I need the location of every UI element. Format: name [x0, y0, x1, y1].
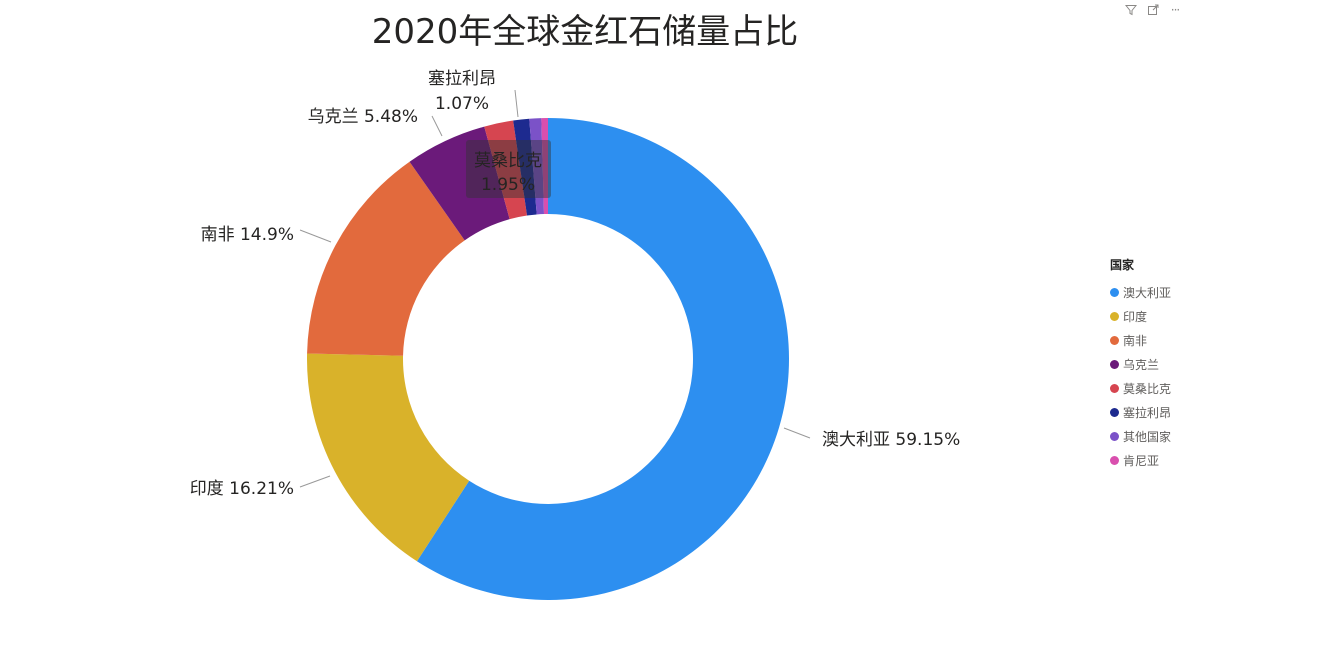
- data-label-category: 莫桑比克: [474, 151, 542, 171]
- legend-marker: [1110, 407, 1119, 417]
- legend-marker: [1110, 359, 1119, 369]
- legend-label: 印度: [1123, 309, 1148, 324]
- legend-item[interactable]: 塞拉利昂: [1110, 400, 1171, 424]
- chart-title: 2020年全球金红石储量占比: [371, 12, 799, 52]
- slice-4[interactable]: [409, 126, 510, 241]
- data-label: 印度 16.21%: [190, 479, 294, 499]
- legend-item[interactable]: 肯尼亚: [1110, 448, 1171, 472]
- leader-line: [514, 89, 519, 118]
- leader-line: [783, 427, 811, 439]
- visual-toolbar: ···: [1124, 3, 1182, 17]
- leader-line: [431, 115, 443, 137]
- slice-2[interactable]: [307, 353, 470, 562]
- legend-item[interactable]: 澳大利亚: [1110, 280, 1171, 304]
- slice-5[interactable]: [484, 120, 528, 220]
- legend-item[interactable]: 南非: [1110, 328, 1171, 352]
- legend-marker: [1110, 455, 1119, 465]
- legend-item[interactable]: 乌克兰: [1110, 352, 1171, 376]
- legend-item[interactable]: 印度: [1110, 304, 1171, 328]
- tooltip-label-bg: [466, 140, 551, 198]
- legend-label: 莫桑比克: [1123, 381, 1172, 396]
- legend-item[interactable]: 莫桑比克: [1110, 376, 1171, 400]
- legend-label: 澳大利亚: [1123, 285, 1172, 300]
- more-options-icon[interactable]: ···: [1170, 3, 1181, 17]
- legend-marker: [1110, 431, 1119, 441]
- data-label: 南非 14.9%: [201, 225, 294, 245]
- legend-marker: [1110, 287, 1119, 297]
- slice-3[interactable]: [307, 161, 465, 356]
- legend-title: 国家: [1110, 258, 1135, 272]
- legend-marker: [1110, 383, 1119, 393]
- data-label: 澳大利亚 59.15%: [822, 430, 960, 450]
- data-label-value: 1.95%: [481, 175, 535, 195]
- legend-item[interactable]: 其他国家: [1110, 424, 1171, 448]
- slice-6[interactable]: [513, 118, 537, 216]
- legend-label: 其他国家: [1123, 429, 1172, 444]
- legend-label: 塞拉利昂: [1123, 405, 1172, 420]
- legend-label: 肯尼亚: [1123, 453, 1160, 468]
- slice-7[interactable]: [529, 118, 544, 215]
- legend-label: 南非: [1123, 333, 1148, 348]
- legend-label: 乌克兰: [1123, 357, 1160, 372]
- legend: 国家 澳大利亚印度南非乌克兰莫桑比克塞拉利昂其他国家肯尼亚: [1110, 256, 1171, 472]
- data-label-category: 塞拉利昂: [428, 69, 496, 89]
- leader-line: [299, 229, 332, 243]
- donut-chart: 澳大利亚 59.15% 印度 16.21% 南非 14.9% 乌克兰 5.48% 莫桑比…: [190, 69, 960, 600]
- data-label: 乌克兰 5.48%: [308, 107, 418, 127]
- legend-marker: [1110, 335, 1119, 345]
- data-label-value: 1.07%: [435, 94, 489, 114]
- focus-mode-icon[interactable]: [1146, 3, 1160, 17]
- filter-icon[interactable]: [1124, 3, 1138, 17]
- legend-marker: [1110, 311, 1119, 321]
- leader-line: [299, 475, 331, 488]
- slice-1[interactable]: [416, 118, 789, 600]
- slice-8[interactable]: [541, 118, 548, 215]
